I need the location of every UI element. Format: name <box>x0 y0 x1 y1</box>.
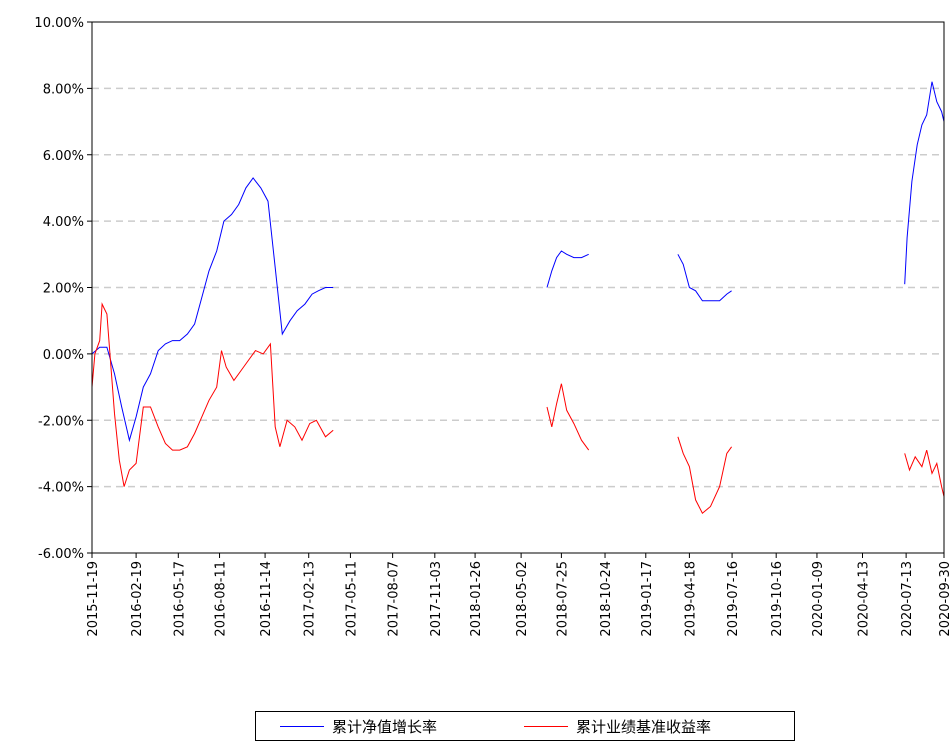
x-tick-label: 2019-01-17 <box>640 561 655 637</box>
series-line-2 <box>677 436 733 514</box>
legend-swatch-blue <box>280 726 324 727</box>
x-tick-label: 2017-11-03 <box>429 561 444 637</box>
legend-label-2: 累计业绩基准收益率 <box>576 718 712 736</box>
x-tick-label: 2019-04-18 <box>683 561 698 637</box>
x-axis: 2015-11-19 2016-02-19 2016-05-17 2016-08-11… <box>86 553 950 637</box>
legend-item-series-2: 累计业绩基准收益率 <box>524 716 711 737</box>
x-tick-label: 2020-01-09 <box>811 561 826 637</box>
legend: 累计净值增长率 累计业绩基准收益率 <box>255 711 795 741</box>
legend-label-1: 累计净值增长率 <box>332 718 438 736</box>
x-tick-label: 2018-01-26 <box>469 561 484 637</box>
x-tick-label: 2020-04-13 <box>856 561 871 637</box>
x-tick-label: 2018-07-25 <box>555 561 570 637</box>
x-tick-label: 2016-05-17 <box>172 561 187 637</box>
y-tick-label: 8.00% <box>43 82 84 97</box>
x-tick-label: 2017-08-07 <box>387 561 402 637</box>
y-tick-label: -4.00% <box>38 481 84 496</box>
y-tick-label: 10.00% <box>34 16 84 31</box>
y-tick-label: 6.00% <box>43 149 84 164</box>
grid-lines <box>92 87 944 488</box>
x-tick-label: 2016-11-14 <box>259 561 274 637</box>
series-line-2 <box>904 449 945 497</box>
x-tick-label: 2015-11-19 <box>86 561 101 637</box>
y-axis: 10.00% 8.00% 6.00% 4.00% 2.00% 0.00% -2.00% -4.… <box>34 16 92 562</box>
series-line-1 <box>546 250 589 288</box>
y-tick-label: -6.00% <box>38 547 84 562</box>
x-tick-label: 2019-07-16 <box>726 561 741 637</box>
x-tick-label: 2018-10-24 <box>599 561 614 637</box>
y-tick-label: -2.00% <box>38 414 84 429</box>
x-tick-label: 2019-10-16 <box>770 561 785 637</box>
y-tick-label: 2.00% <box>43 282 84 297</box>
x-tick-label: 2016-08-11 <box>214 561 229 637</box>
y-tick-label: 4.00% <box>43 215 84 230</box>
series-line-2 <box>546 383 590 451</box>
y-tick-label: 0.00% <box>43 348 84 363</box>
x-tick-label: 2020-07-13 <box>900 561 915 637</box>
series-line-2 <box>91 302 334 487</box>
x-tick-label: 2017-05-11 <box>344 561 359 637</box>
series-line-1 <box>904 81 945 285</box>
x-tick-label: 2020-09-30 <box>938 561 950 637</box>
series-line-1 <box>91 177 334 443</box>
x-tick-label: 2017-02-13 <box>303 561 318 637</box>
legend-swatch-red <box>524 726 568 727</box>
legend-item-series-1: 累计净值增长率 <box>280 716 437 737</box>
x-tick-label: 2016-02-19 <box>130 561 145 637</box>
x-tick-label: 2018-05-02 <box>515 561 530 637</box>
series-lines <box>91 81 945 514</box>
series-line-1 <box>677 254 732 302</box>
